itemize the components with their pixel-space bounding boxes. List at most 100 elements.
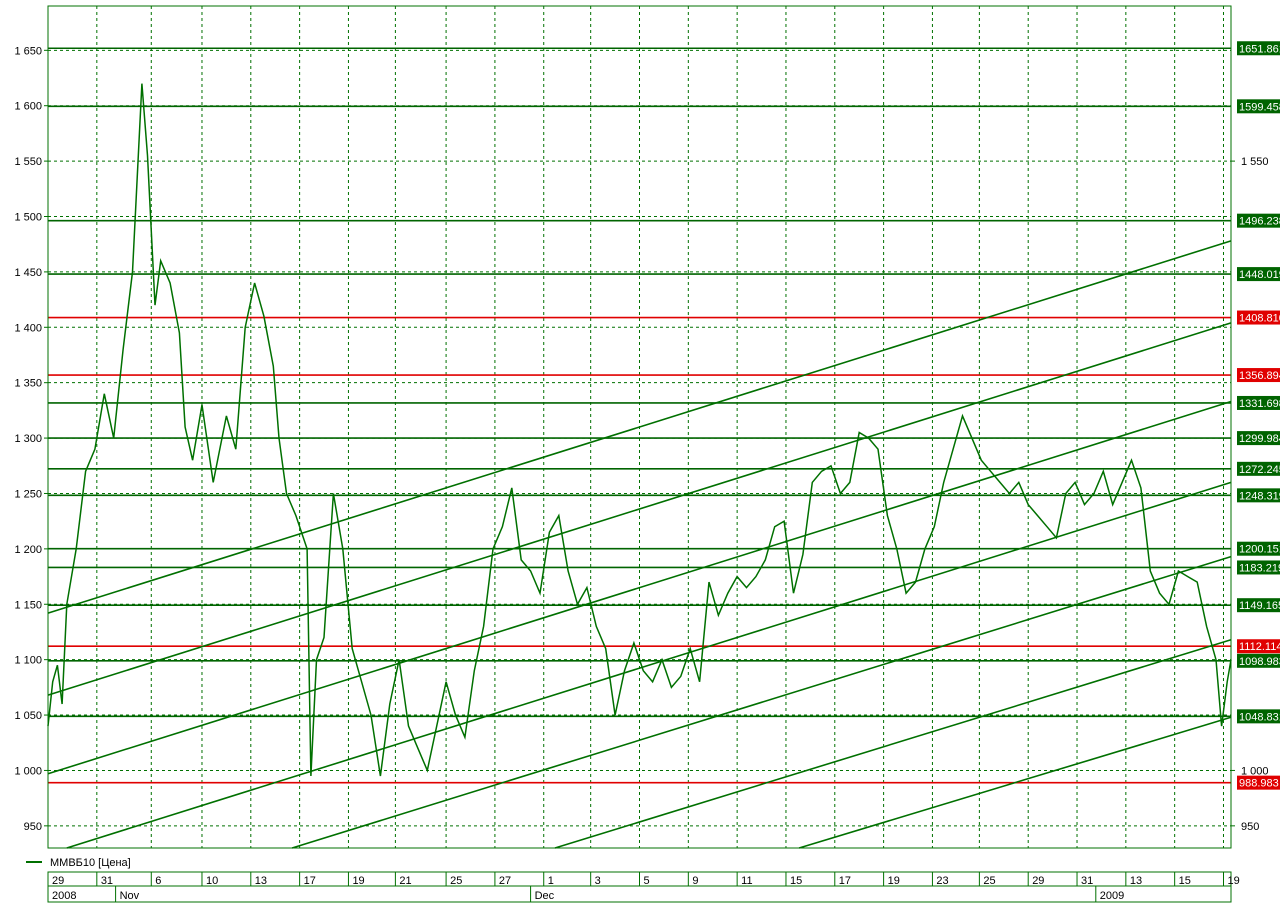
trend-line: [47, 322, 1232, 696]
level-label-box: [1237, 431, 1280, 446]
level-label-box: [1237, 541, 1280, 556]
y-tick-label: 1 400: [14, 322, 42, 334]
y-tick-label: 1 250: [14, 488, 42, 500]
legend: ММВБ10 [Цена]: [26, 857, 131, 869]
x-tick-label: 25: [450, 875, 462, 887]
y-tick-label: 950: [24, 821, 42, 833]
level-label-box: [1237, 775, 1280, 790]
x-period-label: 2008: [52, 890, 76, 902]
level-label: 1408.810: [1239, 313, 1280, 325]
y-tick-label: 1 450: [14, 267, 42, 279]
level-label-box: [1237, 41, 1280, 56]
x-tick-label: 29: [52, 875, 64, 887]
y-tick-label: 1 100: [14, 655, 42, 667]
trend-line: [47, 400, 1232, 775]
y-tick-label: 1 550: [14, 156, 42, 168]
trend-line: [291, 555, 1232, 849]
x-tick-label: 31: [101, 875, 113, 887]
y-tick-label: 1 000: [14, 765, 42, 777]
x-tick-label: 6: [155, 875, 161, 887]
y-axis: 1651.861 1599.458 1496.238 1448.019 1408.810…: [14, 41, 1280, 833]
level-label-box: [1237, 368, 1280, 383]
x-tick-label: 31: [1081, 875, 1093, 887]
y-tick-label-right: 1 000: [1241, 765, 1269, 777]
x-tick-label: 25: [983, 875, 995, 887]
x-tick-label: 9: [692, 875, 698, 887]
level-label-box: [1237, 598, 1280, 613]
level-label: 1651.861: [1239, 43, 1280, 55]
trend-line: [554, 638, 1232, 849]
x-tick-label: 1: [548, 875, 554, 887]
level-label: 1299.984: [1239, 433, 1280, 445]
x-tick-label: 15: [1179, 875, 1191, 887]
trend-line: [66, 481, 1232, 849]
level-label-box: [1237, 653, 1280, 668]
x-tick-label: 17: [304, 875, 316, 887]
x-tick-label: 11: [741, 875, 752, 887]
x-tick-label: 13: [255, 875, 267, 887]
trend-line: [47, 240, 1232, 614]
trend-lines: [47, 240, 1232, 849]
level-label: 1200.151: [1239, 544, 1280, 556]
level-label: 1048.831: [1239, 711, 1280, 723]
level-label: 1599.458: [1239, 101, 1280, 113]
level-label: 1149.165: [1239, 600, 1280, 612]
level-label: 1448.019: [1239, 269, 1280, 281]
level-label-box: [1237, 310, 1280, 325]
level-label: 1098.983: [1239, 656, 1280, 668]
level-label-box: [1237, 709, 1280, 724]
legend-label: ММВБ10 [Цена]: [50, 857, 131, 869]
y-tick-label: 1 650: [14, 45, 42, 57]
level-label: 1183.219: [1239, 562, 1280, 574]
y-tick-label: 1 050: [14, 710, 42, 722]
x-tick-label: 21: [399, 875, 411, 887]
level-label-box: [1237, 395, 1280, 410]
x-tick-label: 19: [352, 875, 364, 887]
x-tick-label: 13: [1130, 875, 1142, 887]
x-tick-label: 27: [499, 875, 511, 887]
y-tick-label-right: 1 550: [1241, 156, 1269, 168]
y-tick-label: 1 600: [14, 101, 42, 113]
y-tick-label: 1 300: [14, 433, 42, 445]
level-lines: [48, 47, 1231, 784]
y-tick-label: 1 350: [14, 378, 42, 390]
level-label: 1248.319: [1239, 490, 1280, 502]
x-axis: 29 31 6 10 13 17 19 21 25 27 1 3 5 9 11 15 17 19 23 25 29 31 1…: [47, 871, 1240, 903]
plot-border: [47, 5, 1232, 849]
x-tick-label: 19: [1227, 875, 1239, 887]
price-series-line: [47, 83, 1232, 777]
level-label-box: [1237, 560, 1280, 575]
level-label-box: [1237, 639, 1280, 654]
y-tick-label: 1 200: [14, 544, 42, 556]
x-tick-label: 15: [790, 875, 802, 887]
x-tick-label: 17: [839, 875, 851, 887]
level-label: 988.983: [1239, 778, 1279, 790]
level-label-box: [1237, 461, 1280, 476]
level-label-box: [1237, 488, 1280, 503]
level-label: 1356.894: [1239, 370, 1280, 382]
y-tick-label-right: 950: [1241, 821, 1259, 833]
level-label-box: [1237, 99, 1280, 114]
trend-line: [798, 716, 1232, 849]
x-tick-label: 19: [888, 875, 900, 887]
level-label: 1331.698: [1239, 398, 1280, 410]
level-label: 1496.238: [1239, 216, 1280, 228]
x-tick-label: 29: [1032, 875, 1044, 887]
plot-frame: [47, 5, 1232, 849]
level-label: 1272.245: [1239, 464, 1280, 476]
x-tick-label: 10: [206, 875, 218, 887]
x-period-label: Dec: [535, 890, 555, 902]
y-tick-label: 1 500: [14, 212, 42, 224]
level-label: 1112.114: [1239, 641, 1280, 653]
level-label-box: [1237, 267, 1280, 282]
x-tick-label: 3: [595, 875, 601, 887]
x-period-label: Nov: [120, 890, 140, 902]
x-period-label: 2009: [1100, 890, 1124, 902]
y-tick-label: 1 150: [14, 599, 42, 611]
series: [47, 83, 1232, 777]
level-label-box: [1237, 213, 1280, 228]
x-tick-label: 23: [936, 875, 948, 887]
x-tick-label: 5: [644, 875, 650, 887]
